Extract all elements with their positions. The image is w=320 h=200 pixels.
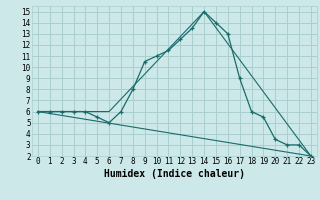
X-axis label: Humidex (Indice chaleur): Humidex (Indice chaleur): [104, 169, 245, 179]
